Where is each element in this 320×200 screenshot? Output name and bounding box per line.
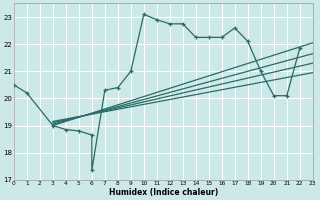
X-axis label: Humidex (Indice chaleur): Humidex (Indice chaleur) bbox=[109, 188, 218, 197]
